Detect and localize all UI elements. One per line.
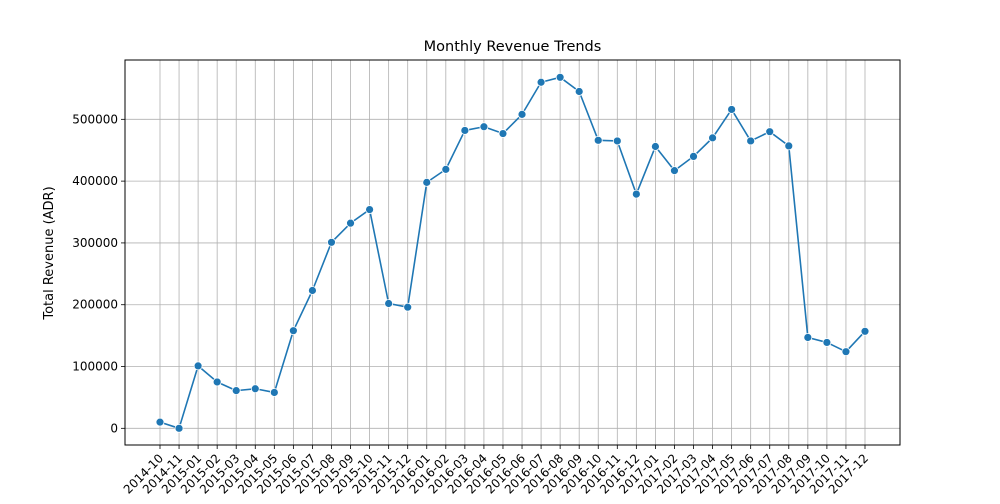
data-point xyxy=(365,205,374,214)
series-layer xyxy=(155,72,870,433)
data-point xyxy=(422,177,432,187)
data-point xyxy=(727,105,737,114)
grid-lines xyxy=(125,60,900,445)
data-point xyxy=(250,384,260,394)
y-axis-label: Total Revenue (ADR) xyxy=(42,186,57,320)
y-axis: 0 100000 200000 300000 400000 500000 xyxy=(72,112,125,435)
data-point xyxy=(308,286,317,295)
y-tick-label: 200000 xyxy=(72,298,118,312)
data-point xyxy=(536,77,546,87)
data-point xyxy=(651,142,660,151)
data-point xyxy=(593,135,603,145)
data-point xyxy=(155,417,165,427)
data-point xyxy=(288,326,298,336)
y-tick-label: 0 xyxy=(110,421,118,435)
data-point xyxy=(574,87,584,96)
data-point xyxy=(631,189,641,199)
data-point xyxy=(841,347,851,357)
data-point xyxy=(174,423,184,433)
data-point xyxy=(555,72,565,82)
data-point xyxy=(441,164,451,174)
data-point xyxy=(860,326,870,336)
y-tick-label: 400000 xyxy=(72,174,118,188)
y-tick-label: 500000 xyxy=(72,112,118,126)
data-point xyxy=(269,388,279,397)
data-point xyxy=(346,218,355,228)
plot-frame xyxy=(124,59,901,446)
data-point xyxy=(498,129,508,138)
data-point xyxy=(212,377,222,387)
data-point xyxy=(193,361,203,371)
data-point xyxy=(708,133,717,143)
data-point xyxy=(460,126,470,135)
data-point xyxy=(746,136,756,146)
series-line xyxy=(159,76,866,430)
data-point xyxy=(231,386,241,396)
data-point xyxy=(670,166,679,176)
data-point xyxy=(384,299,394,308)
y-tick-label: 300000 xyxy=(72,236,118,250)
data-point xyxy=(784,141,794,151)
data-point xyxy=(403,302,413,312)
data-point xyxy=(689,152,698,161)
data-point xyxy=(327,237,336,247)
data-point xyxy=(517,109,527,119)
data-point xyxy=(612,136,622,146)
x-axis: 2014-102014-112015-012015-022015-032015-… xyxy=(121,445,871,497)
data-point xyxy=(822,338,832,347)
data-point xyxy=(803,333,813,342)
data-point xyxy=(479,122,489,132)
data-point xyxy=(765,127,775,137)
y-tick-label: 100000 xyxy=(72,360,118,374)
chart-title: Monthly Revenue Trends xyxy=(424,39,602,55)
